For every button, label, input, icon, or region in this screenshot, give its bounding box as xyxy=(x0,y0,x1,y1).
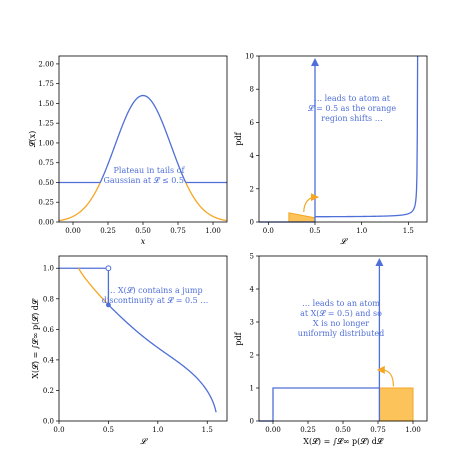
p1-ytick-label: 2.00 xyxy=(38,60,54,68)
p2-annotation-line1: … leads to atom at xyxy=(314,94,391,103)
p4-xtick-label: 1.00 xyxy=(405,426,421,434)
p2-ytick-label: 2 xyxy=(250,185,254,193)
p4-shift-arrow xyxy=(376,365,394,387)
p3-blue-curve xyxy=(107,304,217,413)
p4-ytick-label: 2 xyxy=(250,352,254,360)
p3-xlabel: 𝓛 xyxy=(140,437,148,446)
p4-ytick-label: 3 xyxy=(250,319,254,327)
p3-curves xyxy=(59,265,217,413)
p4-ytick-label: 1 xyxy=(250,385,254,393)
p3-xtick-label: 0.5 xyxy=(103,426,114,434)
p1-ytick-label: 0.50 xyxy=(38,179,54,187)
p3-ytick-label: 0.4 xyxy=(43,356,55,364)
p2-shaded-region xyxy=(288,212,316,223)
p1-orange-tail-right xyxy=(185,182,227,222)
p1-ytick-label: 1.50 xyxy=(38,100,54,108)
p1-gaussian-curve xyxy=(99,94,187,183)
p2-frame xyxy=(258,55,428,223)
p4-ytick-label: 5 xyxy=(250,253,254,261)
p4-shaded-region xyxy=(378,387,414,422)
p4-annotation-line3: X is no longer xyxy=(313,319,369,328)
p2-ytick-label: 8 xyxy=(250,86,254,94)
p1-orange-tail-left xyxy=(58,182,101,222)
panel-gaussian: 0.00 0.25 0.50 0.75 1.00 0.00 0.25 0.50 0.75 1.00… xyxy=(27,55,228,246)
p2-xtick-label: 1.5 xyxy=(403,227,414,235)
p3-xtick-label: 1.0 xyxy=(152,426,163,434)
p1-ytick-label: 0.75 xyxy=(38,159,54,167)
p3-ytick-label: 1.0 xyxy=(43,265,54,273)
p3-ytick-label: 0.0 xyxy=(43,418,54,426)
p2-ytick-label: 10 xyxy=(245,53,254,61)
p2-ytick-label: 0 xyxy=(250,219,254,227)
p2-annotation-line3: region shifts … xyxy=(321,114,382,123)
p2-curves xyxy=(259,55,419,223)
panel-pdf-L: 0.0 0.5 1.0 1.5 0 2 4 6 8 10 … leads to atom at 𝓛… xyxy=(234,53,428,246)
p4-annotation-line4: uniformly distributed xyxy=(298,329,384,338)
p3-ticks: 0.0 0.5 1.0 1.5 0.0 0.2 0.4 0.6 0.8 1.0 xyxy=(43,265,213,434)
p4-ytick-label: 0 xyxy=(250,418,254,426)
p3-ytick-label: 0.8 xyxy=(43,295,54,303)
p4-xtick-label: 0.75 xyxy=(370,426,386,434)
p3-ytick-label: 0.2 xyxy=(43,387,54,395)
p2-xtick-label: 0.5 xyxy=(309,227,320,235)
p1-annotation-line1: Plateau in tails of xyxy=(114,166,186,175)
p2-ytick-label: 4 xyxy=(250,152,255,160)
p1-ytick-label: 1.75 xyxy=(38,80,54,88)
p4-ylabel: pdf xyxy=(234,331,243,345)
p2-ylabel: pdf xyxy=(234,131,243,145)
p3-annotation-line2: discontinuity at 𝓛 = 0.5 … xyxy=(102,295,209,305)
p2-ytick-label: 6 xyxy=(250,119,255,127)
p3-orange-segment xyxy=(78,267,109,306)
p1-annotation-line2: Gaussian at 𝓛 ≤ 0.5 … xyxy=(104,175,195,185)
p1-ytick-label: 0.00 xyxy=(38,219,54,227)
p2-ticks: 0.0 0.5 1.0 1.5 0 2 4 6 8 10 xyxy=(245,53,414,236)
p1-xtick-label: 0.25 xyxy=(100,227,116,235)
p3-open-marker xyxy=(105,265,112,272)
p2-xlabel: 𝓛 xyxy=(340,237,348,246)
p4-xlabel: X(𝓛) = ∫𝓛∞ p(𝓛) d𝓛 xyxy=(303,436,384,446)
p4-uniform-outline xyxy=(272,387,381,421)
p2-annotation-line2: 𝓛 = 0.5 as the orange xyxy=(308,103,397,113)
p4-curves xyxy=(259,258,414,422)
p4-xtick-label: 0.25 xyxy=(300,426,316,434)
p1-ytick-label: 1.25 xyxy=(38,120,54,128)
p2-shift-arrow xyxy=(303,193,319,213)
p2-xtick-label: 1.0 xyxy=(356,227,367,235)
p4-annotation-line1: … leads to an atom xyxy=(302,299,380,308)
p4-xtick-label: 0.00 xyxy=(265,426,281,434)
p1-ytick-label: 1.00 xyxy=(38,139,54,147)
p3-filled-marker xyxy=(106,302,111,308)
p1-ticks: 0.00 0.25 0.50 0.75 1.00 0.00 0.25 0.50 0.75 1.00… xyxy=(38,60,220,235)
panel-X-of-L: 0.0 0.5 1.0 1.5 0.0 0.2 0.4 0.6 0.8 1.0 … X(𝓛) co… xyxy=(30,255,228,446)
p1-xtick-label: 1.00 xyxy=(205,227,221,235)
p1-xlabel: x xyxy=(141,237,146,246)
panel-pdf-X: 0.00 0.25 0.50 0.75 1.00 0 1 2 3 4 5 … leads to an… xyxy=(234,253,428,446)
p1-frame xyxy=(58,55,228,223)
p1-ylabel: 𝓛(x) xyxy=(27,131,37,148)
p3-ytick-label: 0.6 xyxy=(43,326,55,334)
p4-xtick-label: 0.50 xyxy=(335,426,351,434)
p1-xtick-label: 0.75 xyxy=(170,227,186,235)
p3-xtick-label: 1.5 xyxy=(202,426,213,434)
p1-xtick-label: 0.50 xyxy=(135,227,151,235)
p1-ytick-label: 0.25 xyxy=(38,199,54,207)
p1-curves xyxy=(58,94,227,222)
p3-xtick-label: 0.0 xyxy=(53,426,64,434)
p4-annotation-line2: at X(𝓛 = 0.5) and so xyxy=(300,308,382,318)
p3-frame xyxy=(58,255,228,422)
p2-pdf-curve xyxy=(315,55,419,218)
p3-ylabel: X(𝓛) = ∫𝓛∞ p(𝓛) d𝓛 xyxy=(30,298,40,379)
p4-ytick-label: 4 xyxy=(250,286,255,294)
p2-xtick-label: 0.0 xyxy=(263,227,274,235)
p4-ticks: 0.00 0.25 0.50 0.75 1.00 0 1 2 3 4 5 xyxy=(250,253,421,435)
p1-xtick-label: 0.00 xyxy=(65,227,81,235)
p3-annotation-line1: … X(𝓛) contains a jump xyxy=(107,285,202,295)
